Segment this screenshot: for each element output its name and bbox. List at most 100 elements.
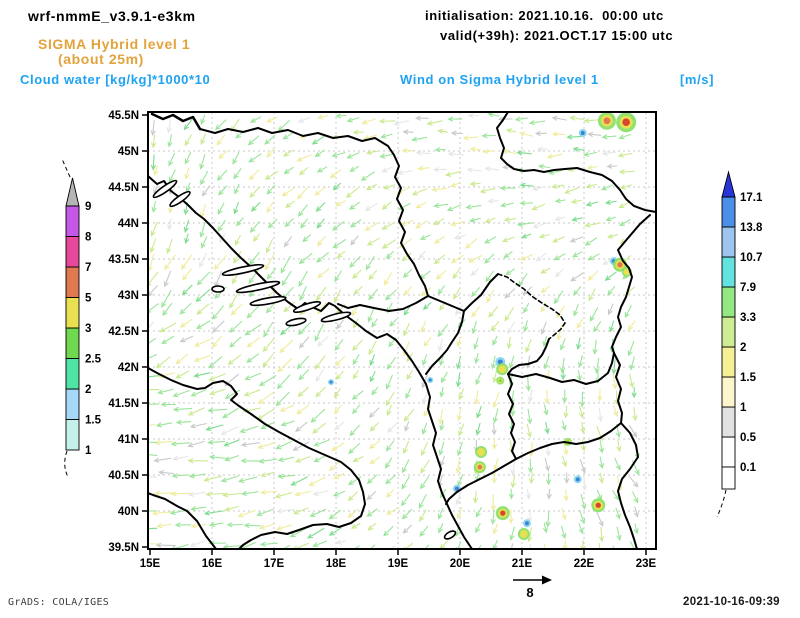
border-croatia-serbia [496,112,578,173]
coastline-italy-north [148,367,366,549]
cloud-spot-core [603,117,611,125]
lat-tick-label: 40N [118,506,139,518]
lon-tick-label: 22E [574,558,595,570]
border-macedonia-greece [515,422,622,460]
colorbar-segment [65,419,80,451]
lat-tick-label: 42.5N [108,326,139,338]
colorbar-segment [65,358,80,390]
colorbar-over-triangle [721,170,736,198]
cloud-spot-core [478,449,484,455]
wind-field-label: Wind on Sigma Hybrid level 1 [400,72,599,87]
lat-tick-label: 41.5N [108,398,139,410]
cloud-spot-core [524,521,529,526]
lon-tick-label: 23E [636,558,657,570]
colorbar-segment [721,286,736,318]
colorbar-label: 3.3 [740,312,756,324]
cloud-spot-core [477,464,483,470]
wind-arrows [148,118,637,539]
colorbar-label: 7.9 [740,282,756,294]
colorbar-label: 5 [85,293,92,305]
colorbar-tail [64,450,69,478]
cloud-water-field-label: Cloud water [kg/kg]*1000*10 [20,72,211,87]
cloud-spot-core [499,366,505,372]
cloud-spot-core [500,510,506,516]
lat-tick-label: 43N [118,290,139,302]
colorbar-label: 1 [85,445,92,457]
sigma-level-height: (about 25m) [58,51,144,67]
cloud-spot-core [617,262,623,268]
colorbar-segment [65,236,80,268]
colorbar-label: 8 [85,232,92,244]
lat-tick-label: 39.5N [108,542,139,554]
border-top-left [150,112,202,131]
cloud-spot-core [498,379,502,383]
cloud-spot-core [575,477,580,482]
sigma-level-label: SIGMA Hybrid level 1 [38,36,191,52]
colorbar-label: 7 [85,262,91,274]
colorbar-label: 3 [85,323,91,335]
initialisation-time: initialisation: 2021.10.16. 00:00 utc [425,8,664,23]
dalmatian-islands [152,179,457,540]
border-bosnia-south [337,295,429,312]
border-danube-east [576,167,656,213]
reference-arrow-head [542,575,552,585]
valid-time: valid(+39h): 2021.OCT.17 15:00 utc [440,28,674,43]
cloud-spot-core [624,270,629,274]
colorbar-segment [721,316,736,348]
lon-tick-label: 21E [512,558,533,570]
wind-arrows [148,114,636,549]
cloud-spot-core [454,486,459,491]
coastline-adriatic-east [148,175,473,549]
lat-tick-label: 44.5N [108,182,139,194]
colorbar-segment [721,346,736,378]
model-title: wrf-nmmE_v3.9.1-e3km [28,8,196,24]
border-serbia-bulgaria [611,214,651,424]
lat-tick-label: 45.5N [108,110,139,122]
colorbar-segment [65,327,80,359]
colorbar-segment [65,388,80,420]
wind-units-label: [m/s] [680,72,715,87]
border-greece-albania [445,458,517,505]
lat-tick-label: 45N [118,146,139,158]
border-kosovo-dashed [497,273,566,340]
colorbar-segment [721,406,736,438]
colorbar-segment [721,196,736,228]
colorbar-label: 2 [85,384,91,396]
colorbar-label: 1.5 [740,372,757,384]
colorbar-segment [65,266,80,298]
lat-tick-label: 41N [118,434,139,446]
lon-tick-label: 17E [264,558,285,570]
wind-reference-arrow: 8 [513,575,552,600]
lon-tick-label: 19E [388,558,409,570]
lon-tick-label: 16E [202,558,223,570]
colorbar-tail [61,158,71,178]
colorbar-under-segment [721,466,736,490]
cloud-spot-core [580,131,585,135]
cloud-spot-core [595,502,601,508]
border-kosovo-north [463,273,499,312]
colorbar-tail [716,489,727,518]
axis-ticks [142,114,647,555]
cloud-water-colorbar: 1 1.5 2 2.5 3 5 7 8 9 [61,158,102,478]
cloud-spot-core [329,380,333,384]
border-macedonia-north [507,352,615,385]
wind-arrows [148,115,639,549]
longitude-axis-labels: 15E 16E 17E 18E 19E 20E 21E 22E 23E [140,558,657,570]
colorbar-segment [721,436,736,468]
coastline-italy-south [148,492,217,549]
colorbar-segment [65,297,80,329]
border-sava [199,127,395,156]
border-kosovo-south [507,338,550,375]
latitude-axis-labels: 39.5N 40N 40.5N 41N 41.5N 42N 42.5N 43N 43.5N 44N… [108,110,139,554]
lat-tick-label: 40.5N [108,470,139,482]
colorbar-segment [721,226,736,258]
colorbar-label: 10.7 [740,252,762,264]
colorbar-label: 13.8 [740,222,763,234]
border-montenegro [425,295,465,375]
wind-arrows [148,113,617,549]
lat-tick-label: 42N [118,362,139,374]
reference-arrow-value: 8 [526,585,533,600]
wind-vector-field [148,112,640,549]
colorbar-segment [65,205,80,237]
